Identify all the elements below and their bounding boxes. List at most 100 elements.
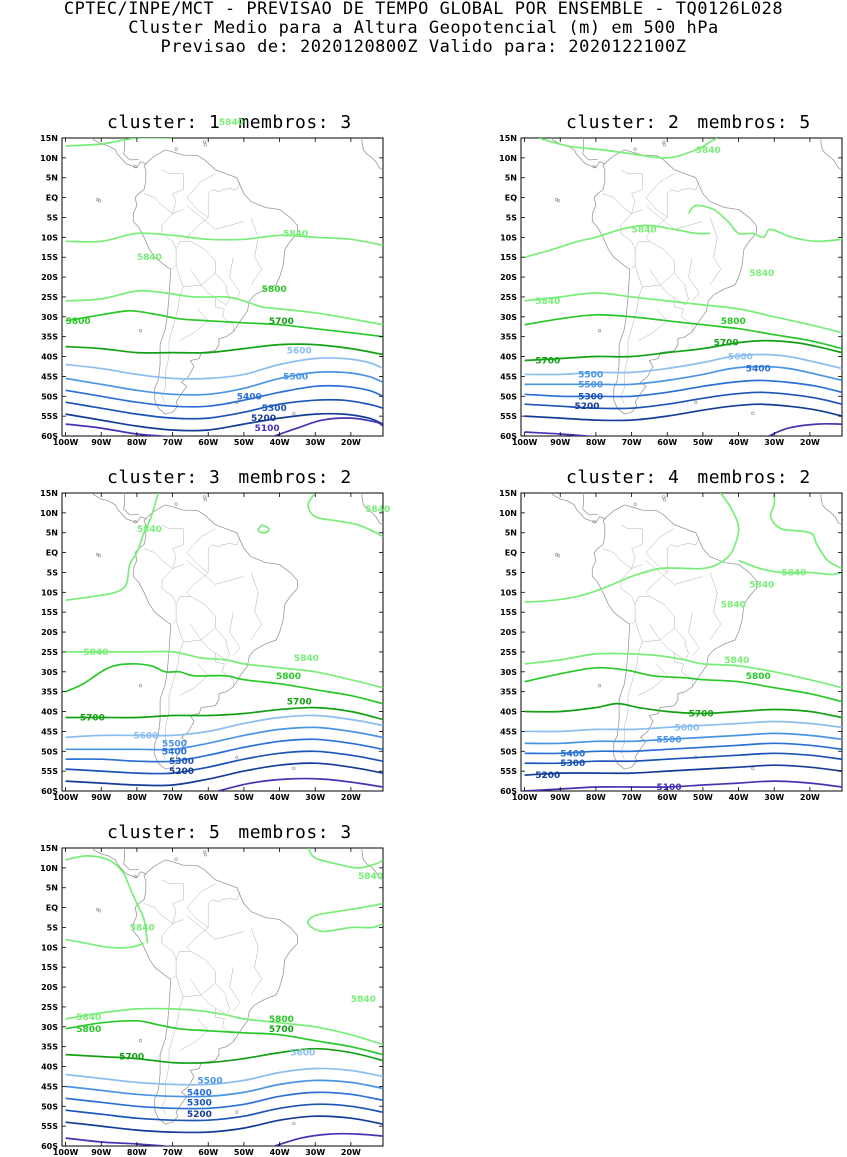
contour-label: 5500: [578, 370, 603, 380]
contour-5840: [524, 493, 740, 604]
lat-tick-label: 5N: [505, 174, 517, 183]
lon-tick-label: 70W: [163, 1148, 183, 1157]
lon-tick-label: 60W: [657, 438, 677, 447]
lon-tick-label: 20W: [341, 793, 361, 802]
lat-tick-label: 45S: [41, 372, 58, 381]
lon-tick-label: 80W: [586, 438, 606, 447]
lat-tick-label: 5S: [47, 568, 59, 577]
lat-tick-label: 20S: [41, 983, 58, 992]
lat-tick-label: 50S: [500, 747, 517, 756]
contour-5600: [65, 714, 383, 739]
coastline-africa: [361, 493, 383, 526]
cluster-label: cluster: 1: [107, 112, 221, 133]
country-border: [645, 572, 668, 597]
coastline-south-america: [132, 504, 298, 770]
contour-label: 5300: [187, 1098, 212, 1108]
map-frame: [61, 137, 384, 437]
country-border: [207, 536, 241, 573]
country-border: [190, 978, 202, 996]
cluster-label: cluster: 2: [566, 112, 680, 133]
country-border: [620, 524, 643, 569]
contour-5600: [524, 353, 842, 376]
lat-tick-label: 30S: [500, 668, 517, 677]
country-border: [215, 653, 234, 687]
lon-tick-label: 90W: [550, 438, 570, 447]
contour-label: 5840: [535, 297, 560, 307]
coastline-caribbean: [582, 493, 598, 516]
contour-label: 5840: [358, 872, 383, 882]
lat-tick-label: 25S: [500, 648, 517, 657]
island: [662, 498, 667, 502]
lat-tick-label: EQ: [46, 549, 58, 558]
geopotential-map: 5840 5840 5840 5800 5800 5700 5600 5500 54005300…: [40, 118, 384, 447]
country-border: [190, 623, 202, 641]
lat-tick-label: 25S: [41, 648, 58, 657]
country-border: [602, 193, 643, 214]
island: [138, 684, 143, 688]
contour-label: 5840: [130, 923, 155, 933]
country-border: [143, 548, 184, 569]
contour-5600: [65, 357, 383, 380]
contour-label: 5800: [66, 317, 91, 327]
island: [97, 199, 102, 203]
island: [556, 199, 561, 203]
country-border: [207, 181, 241, 218]
contour-label: 5300: [560, 759, 585, 769]
lon-tick-label: 90W: [91, 1148, 111, 1157]
contour-label: 5800: [262, 285, 287, 295]
lat-tick-label: 15N: [499, 489, 517, 498]
contour-label: 5300: [262, 404, 287, 414]
country-border: [186, 927, 209, 952]
country-border: [620, 169, 643, 214]
contour-5840: [257, 524, 270, 534]
country-border: [688, 257, 700, 302]
country-border: [649, 268, 661, 286]
lon-tick-label: 50W: [234, 438, 254, 447]
contour-5840: [65, 138, 173, 147]
island: [174, 857, 178, 861]
lon-tick-label: 90W: [91, 438, 111, 447]
header-line-1: CPTEC/INPE/MCT - PREVISAO DE TEMPO GLOBA…: [63, 0, 784, 19]
country-border: [175, 951, 216, 998]
island: [633, 502, 637, 506]
country-border: [175, 596, 216, 643]
island: [203, 498, 208, 502]
lat-tick-label: 30S: [41, 313, 58, 322]
lat-tick-label: 10N: [499, 509, 517, 518]
contour-5300: [524, 752, 842, 765]
country-border: [250, 927, 262, 996]
lat-tick-label: 5S: [506, 213, 518, 222]
contour-label: 5300: [169, 757, 194, 767]
contour-5840: [738, 559, 842, 576]
country-border: [674, 298, 693, 332]
contour-5600: [65, 1067, 383, 1086]
contour-label: 5700: [714, 339, 739, 349]
coastline-south-america: [132, 859, 298, 1125]
contour-5800: [65, 662, 383, 705]
lon-tick-label: 50W: [693, 793, 713, 802]
country-border: [645, 217, 668, 242]
map-frame: [520, 137, 843, 437]
island: [592, 519, 596, 524]
contour-label: 5600: [287, 347, 312, 357]
coastline-africa: [820, 493, 842, 526]
country-border: [674, 653, 693, 687]
country-border: [215, 298, 234, 332]
cluster-label: cluster: 4: [566, 467, 680, 488]
contour-5400: [524, 379, 842, 398]
lat-tick-label: 5N: [46, 174, 58, 183]
island: [235, 755, 239, 759]
contour-5500: [65, 1079, 383, 1098]
lat-tick-label: 50S: [41, 392, 58, 401]
contour-5800: [65, 309, 383, 338]
contour-label: 5700: [269, 317, 294, 327]
lon-tick-label: 30W: [305, 793, 325, 802]
contour-5800: [524, 666, 842, 703]
lat-tick-label: 5N: [505, 529, 517, 538]
lon-tick-label: 30W: [305, 1148, 325, 1157]
island: [133, 164, 137, 169]
lat-tick-label: 55S: [500, 412, 517, 421]
contour-label: 5700: [80, 713, 105, 723]
map-frame: [61, 847, 384, 1147]
map-frame: [520, 492, 843, 792]
